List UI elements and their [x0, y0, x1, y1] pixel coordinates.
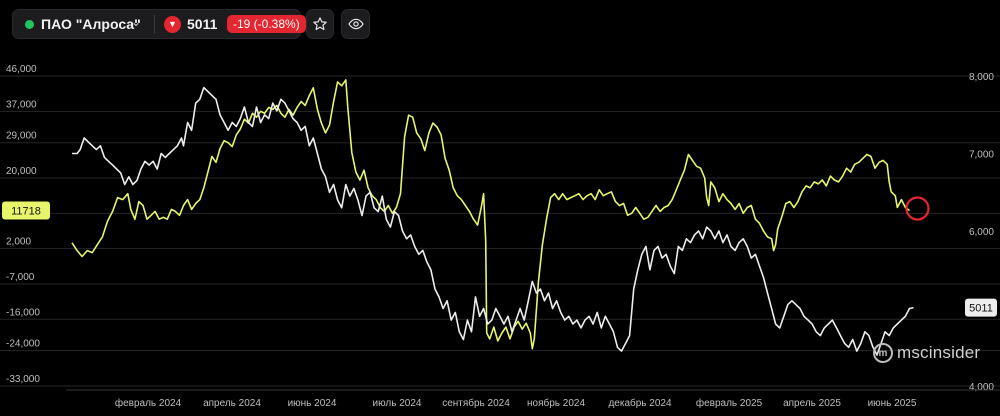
right-tick-label: 6,000	[969, 227, 994, 238]
right-tick-label: 4,000	[969, 382, 994, 393]
x-tick-label: июль 2024	[373, 398, 422, 409]
last-price: 5011	[187, 16, 218, 32]
toolbar: ПАО "Алроса" ⌄ ▼ 5011 -19 (-0.38%)	[0, 0, 1000, 48]
left-tick-label: 37,000	[6, 99, 37, 110]
price-down-icon: ▼	[164, 16, 181, 33]
left-tick-label: -7,000	[6, 272, 35, 283]
x-tick-label: июнь 2025	[868, 398, 917, 409]
brand-logo-icon: m	[873, 343, 893, 363]
left-tick-label: -16,000	[6, 307, 40, 318]
chevron-down-icon[interactable]: ⌄	[131, 15, 142, 29]
x-tick-label: декабрь 2024	[608, 397, 672, 409]
chart[interactable]: 46,000 37,000 29,000 20,000 2,000 -7,000 -16,0…	[0, 48, 1000, 411]
highlight-marker	[905, 196, 930, 221]
current-right-value: 5011	[969, 303, 993, 315]
series-line-right-axis	[72, 86, 914, 356]
change-badge: -19 (-0.38%)	[227, 15, 306, 33]
left-tick-label: 46,000	[6, 64, 37, 75]
x-tick-label: сентябрь 2024	[442, 397, 510, 409]
x-tick-label: февраль 2025	[696, 397, 763, 409]
x-tick-label: июнь 2024	[288, 398, 337, 409]
watch-button[interactable]	[341, 9, 370, 39]
x-tick-label: ноябрь 2024	[527, 397, 585, 409]
divider	[154, 15, 155, 34]
x-tick-label: февраль 2024	[115, 397, 182, 409]
brand-text: mscinsider	[897, 343, 981, 362]
current-right-value-bg	[965, 298, 997, 317]
series-line-left-axis	[71, 79, 910, 350]
left-tick-label: -24,000	[6, 339, 40, 350]
eye-icon	[347, 18, 364, 30]
x-tick-label: апрель 2024	[203, 398, 261, 409]
x-tick-label: апрель 2025	[783, 398, 841, 409]
current-left-value: 11718	[11, 206, 41, 218]
favorite-button[interactable]	[306, 9, 334, 39]
right-tick-label: 8,000	[969, 72, 994, 83]
left-tick-label: 20,000	[6, 166, 37, 177]
right-tick-label: 7,000	[969, 150, 994, 161]
star-icon	[313, 17, 327, 31]
status-dot	[25, 20, 34, 29]
left-tick-label: -33,000	[6, 374, 40, 385]
left-tick-label: 29,000	[6, 131, 37, 142]
left-tick-label: 2,000	[6, 237, 31, 248]
brand-watermark: m mscinsider	[873, 342, 980, 364]
ticker-name: ПАО "Алроса"	[41, 16, 141, 32]
chart-canvas: 46,000 37,000 29,000 20,000 2,000 -7,000 -16,0…	[0, 64, 1000, 409]
current-left-value-bg	[2, 201, 50, 220]
ticker-selector[interactable]: ПАО "Алроса" ⌄ ▼ 5011 -19 (-0.38%)	[12, 9, 306, 39]
